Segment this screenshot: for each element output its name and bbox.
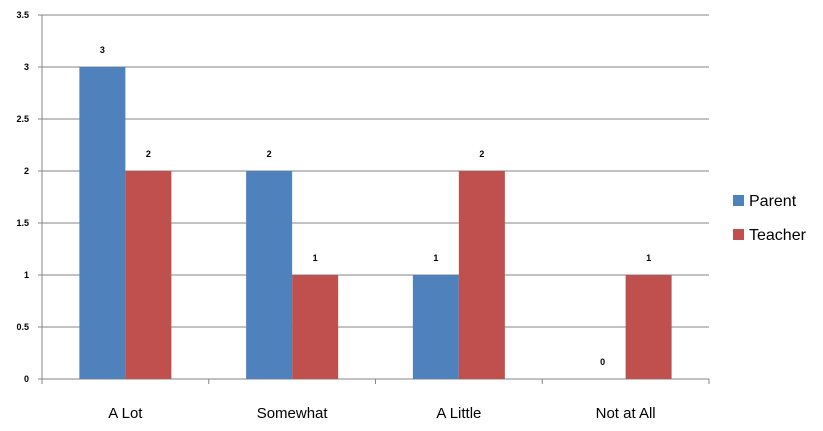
bar-teacher-somewhat [292, 275, 339, 379]
bar-teacher-not-at-all [625, 275, 672, 379]
legend-swatch-teacher [733, 229, 744, 240]
y-tick-label: 1 [24, 270, 29, 280]
y-tick-label: 0.5 [16, 322, 29, 332]
y-tick-label: 2.5 [16, 114, 29, 124]
data-label: 2 [267, 149, 272, 159]
bar-parent-somewhat [246, 171, 293, 379]
legend-label-teacher: Teacher [749, 227, 807, 244]
data-label: 1 [433, 253, 438, 263]
data-label: 2 [146, 149, 151, 159]
data-label: 3 [100, 45, 105, 55]
bar-teacher-a-little [458, 171, 505, 379]
data-label: 2 [479, 149, 484, 159]
y-tick-label: 3.5 [16, 10, 29, 20]
y-tick-label: 3 [24, 62, 29, 72]
data-label: 1 [646, 253, 651, 263]
x-category-label: Not at All [596, 405, 656, 422]
bar-teacher-a-lot [125, 171, 172, 379]
y-tick-label: 0 [24, 374, 29, 384]
data-labels: 3 2 1 0 2 1 2 1 [100, 45, 651, 367]
x-category-label: A Little [436, 405, 481, 422]
bars [79, 67, 672, 379]
y-tick-label: 2 [24, 166, 29, 176]
data-label: 1 [313, 253, 318, 263]
y-tick-label: 1.5 [16, 218, 29, 228]
legend: Parent Teacher [733, 193, 807, 244]
legend-label-parent: Parent [749, 193, 797, 210]
x-category-label: A Lot [108, 405, 143, 422]
axes: 0 0.5 1 1.5 2 2.5 3 3.5 A Lot Somewhat A Little Not… [16, 10, 710, 422]
legend-swatch-parent [733, 195, 744, 206]
bar-parent-a-little [412, 275, 459, 379]
data-label: 0 [600, 357, 605, 367]
bar-parent-a-lot [79, 67, 126, 379]
x-category-label: Somewhat [257, 405, 329, 422]
